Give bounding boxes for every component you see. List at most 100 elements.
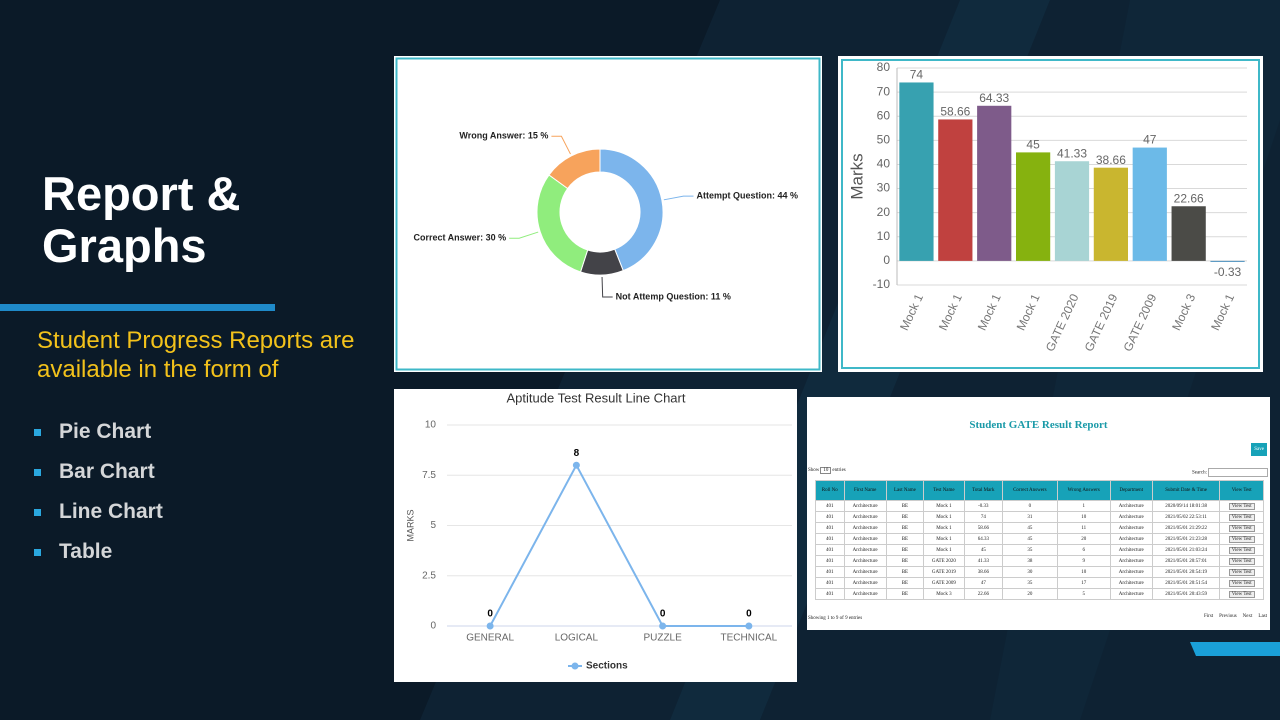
cell: Architecture [843,500,887,512]
cell: 2021/05/01 20:57:01 [1151,555,1221,567]
y-tick-label: -10 [873,277,891,291]
cell: 45 [1001,533,1058,545]
slide-subtitle: Student Progress Reports are available i… [37,327,355,383]
save-button[interactable]: Save [1251,443,1267,456]
search-input[interactable] [1208,468,1268,477]
page-link[interactable]: Next [1242,614,1253,619]
cell: BE [885,566,925,578]
cell: Architecture [1109,577,1153,589]
page-link[interactable]: Last [1258,614,1267,619]
data-label: 41.33 [1057,146,1087,160]
x-tick-label: GATE 2019 [1082,291,1121,353]
cell: View Test [1219,566,1264,578]
bar [1210,260,1245,262]
cell: Mock 1 [923,522,965,534]
cell: 17 [1056,577,1111,589]
slice-label: Correct Answer: 30 % [413,233,506,243]
view-test-button[interactable]: View Test [1228,513,1255,521]
cell: 35 [1001,577,1058,589]
view-test-button[interactable]: View Test [1228,524,1255,532]
column-header: Roll No [815,480,845,501]
cell: 47 [963,577,1003,589]
cell: 64.33 [963,533,1003,545]
cell: 2021/05/02 22:53:11 [1151,511,1221,523]
view-test-button[interactable]: View Test [1228,579,1255,587]
bullet: Line Chart [34,492,163,532]
point [572,461,580,469]
view-test-button[interactable]: View Test [1228,535,1255,543]
legend-symbol [571,662,579,670]
length-select[interactable]: 10 [820,467,832,474]
view-test-button[interactable]: View Test [1228,546,1255,554]
cell: Architecture [1109,533,1153,545]
cell: 2021/05/01 20:51:54 [1151,577,1221,589]
y-tick-label: 70 [877,84,891,98]
cell: 10 [1056,511,1111,523]
cell: View Test [1219,511,1264,523]
view-test-button[interactable]: View Test [1228,557,1255,565]
cell: Architecture [843,566,887,578]
x-tick-label: GENERAL [466,633,514,644]
page-link[interactable]: First [1203,614,1214,619]
leader-line [663,195,694,201]
data-label: 0 [746,609,752,620]
cell: BE [885,533,925,545]
page-link[interactable]: Previous [1219,614,1237,619]
y-tick-label: 50 [877,133,891,147]
y-tick-label: 7.5 [422,470,436,481]
result-table: Student GATE Result Report Save Show 10 en… [807,397,1270,630]
bar [899,82,934,261]
slice-label: Not Attemp Question: 11 % [616,291,731,301]
data-label: 47 [1143,133,1157,147]
table-title: Student GATE Result Report [969,419,1108,431]
y-tick-label: 60 [877,108,891,122]
cell: 401 [815,500,845,512]
frame [395,57,821,371]
cell: 45 [1001,522,1058,534]
bar [1016,152,1051,261]
cell: BE [885,555,925,567]
table-row: 401 Architecture BE GATE 2009 47 35 17 Architec… [815,577,1264,589]
view-test-button[interactable]: View Test [1228,502,1255,510]
view-test-button[interactable]: View Test [1228,568,1255,576]
data-label: 0 [660,609,666,620]
bar [977,105,1012,261]
x-tick-label: Mock 1 [1014,291,1043,332]
cell: 401 [815,511,845,523]
bar [1132,147,1167,261]
cell: 6 [1056,544,1111,556]
column-header: Submit Date & Time [1151,480,1221,501]
cell: 38 [1001,555,1058,567]
cell: Architecture [1109,566,1153,578]
column-header: Correct Answers [1001,480,1058,501]
cell: BE [885,544,925,556]
y-tick-label: 0 [430,621,436,632]
data-label: 58.66 [940,105,970,119]
y-tick-label: 2.5 [422,570,436,581]
x-tick-label: Mock 1 [1208,291,1237,332]
cell: 58.66 [963,522,1003,534]
rule [0,304,275,311]
table: Roll No First Name Last Name Test Name Total… [815,480,1264,600]
cell: 22.66 [963,588,1003,600]
cell: 2021/05/01 20:43:59 [1151,588,1221,600]
table-row: 401 Architecture BE Mock 1 74 31 10 Architectur… [815,511,1264,523]
leader-line [509,231,539,239]
cell: 2021/05/01 21:29:22 [1151,522,1221,534]
cell: 20 [1001,588,1058,600]
view-test-button[interactable]: View Test [1228,590,1255,598]
cell: BE [885,511,925,523]
cell: Architecture [843,522,887,534]
y-axis-label: Marks [847,153,866,199]
cell: BE [885,522,925,534]
x-tick-label: PUZZLE [643,633,682,644]
cell: 0 [1001,500,1058,512]
data-label: 64.33 [979,91,1009,105]
label: Search: [1192,470,1207,476]
table-row: 401 Architecture BE Mock 1 64.33 45 20 Architec… [815,533,1264,545]
chart-title: Aptitude Test Result Line Chart [507,390,686,405]
accent [1190,642,1280,656]
cell: View Test [1219,577,1264,589]
cell: View Test [1219,544,1264,556]
table-row: 401 Architecture BE Mock 3 22.66 20 5 Architect… [815,588,1264,600]
